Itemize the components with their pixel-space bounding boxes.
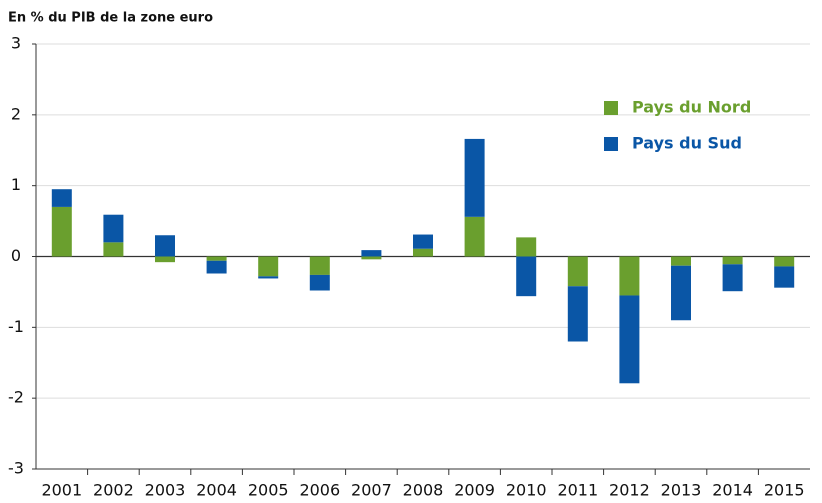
- x-tick-label: 2003: [145, 481, 186, 500]
- x-tick-label: 2010: [506, 481, 547, 500]
- x-tick-label: 2014: [712, 481, 753, 500]
- x-tick-label: 2009: [454, 481, 495, 500]
- bar-segment: [722, 256, 743, 265]
- bar-segment: [413, 234, 433, 249]
- x-tick-label: 2015: [764, 481, 805, 500]
- bar-segment: [671, 256, 691, 266]
- y-tick-label: 2: [11, 104, 21, 123]
- legend-label: Pays du Sud: [632, 134, 742, 153]
- bar-segment: [258, 276, 279, 279]
- y-tick-label: -3: [8, 459, 24, 478]
- bar-segment: [774, 266, 795, 288]
- x-tick-label: 2011: [557, 481, 598, 500]
- x-tick-label: 2006: [299, 481, 340, 500]
- bar-segment: [309, 256, 330, 275]
- x-tick-label: 2005: [248, 481, 289, 500]
- bar-segment: [155, 256, 175, 263]
- y-tick-label: -1: [8, 317, 24, 336]
- bar-segment: [51, 189, 72, 207]
- chart-title: En % du PIB de la zone euro: [8, 11, 213, 26]
- x-tick-label: 2008: [403, 481, 444, 500]
- legend-swatch: [604, 101, 618, 115]
- y-tick-label: 0: [11, 246, 21, 265]
- x-tick-label: 2002: [93, 481, 134, 500]
- bar-segment: [464, 138, 485, 217]
- y-tick-label: 3: [11, 34, 21, 53]
- x-tick-label: 2012: [609, 481, 650, 500]
- bar-segment: [51, 206, 72, 257]
- bar-segment: [464, 216, 485, 257]
- bar-segment: [722, 264, 743, 292]
- bar-segment: [361, 250, 382, 257]
- y-tick-label: 1: [11, 175, 21, 194]
- bar-segment: [258, 256, 279, 277]
- bar-segment: [567, 286, 588, 342]
- bar-segment: [774, 256, 795, 267]
- legend-swatch: [604, 137, 618, 151]
- bar-segment: [671, 265, 691, 321]
- x-tick-label: 2013: [661, 481, 702, 500]
- bar-segment: [103, 242, 124, 257]
- bar-segment: [516, 256, 537, 297]
- bar-segment: [567, 256, 588, 287]
- bar-segment: [206, 260, 227, 274]
- y-tick-label: -2: [8, 388, 24, 407]
- x-tick-label: 2007: [351, 481, 392, 500]
- legend-label: Pays du Nord: [632, 98, 751, 117]
- x-tick-label: 2004: [196, 481, 237, 500]
- bar-segment: [206, 256, 227, 261]
- bar-segment: [516, 237, 537, 257]
- bar-segment: [309, 274, 330, 291]
- bar-segment: [103, 214, 124, 243]
- bar-segment: [361, 256, 382, 260]
- x-tick-label: 2001: [41, 481, 82, 500]
- bar-segment: [155, 235, 175, 257]
- bar-segment: [619, 295, 640, 384]
- bar-segment: [619, 256, 640, 296]
- bar-segment: [413, 248, 433, 257]
